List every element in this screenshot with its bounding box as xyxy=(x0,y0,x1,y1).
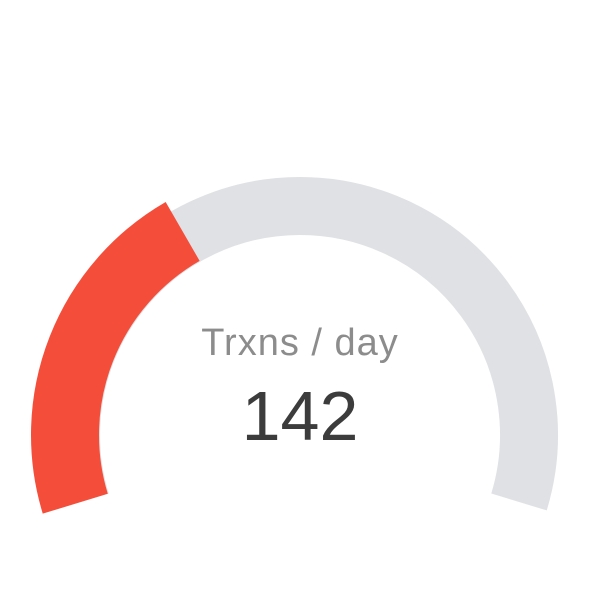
gauge-value: 142 xyxy=(241,377,359,455)
gauge-fill xyxy=(31,201,201,514)
gauge-label: Trxns / day xyxy=(201,322,399,364)
